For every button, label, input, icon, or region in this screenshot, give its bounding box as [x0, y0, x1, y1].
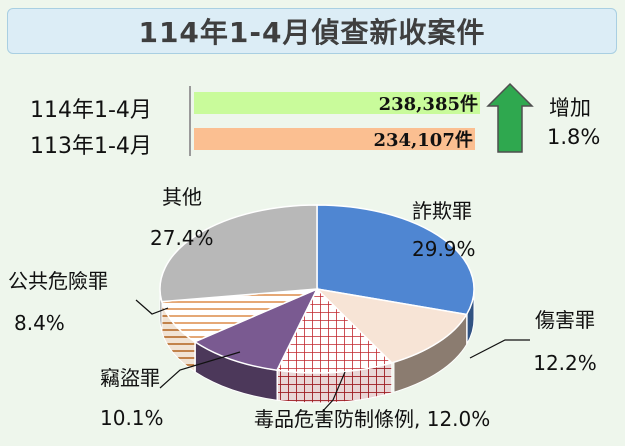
comparison-axis	[189, 86, 191, 156]
pie-slice-詐欺罪	[316, 204, 475, 316]
slice-value-詐欺罪: 29.9%	[412, 237, 476, 261]
pie-slice-傷害罪	[314, 287, 468, 364]
slice-value-公共危險罪: 8.4%	[14, 311, 65, 335]
pie-slice-毒品危害防制條例	[275, 287, 394, 374]
pie-slice-竊盜罪	[193, 287, 319, 372]
leader-line-竊盜罪	[159, 351, 241, 389]
comparison-bar-2024: 234,107件	[194, 128, 475, 151]
up-arrow-icon	[486, 82, 534, 153]
growth-label: 增加	[549, 96, 591, 120]
comparison-label-2024: 113年1-4月	[30, 134, 152, 159]
comparison-label-2025: 114年1-4月	[30, 98, 152, 123]
slice-value-傷害罪: 12.2%	[533, 351, 597, 375]
slice-value-其他: 27.4%	[150, 226, 214, 250]
slice-label-傷害罪: 傷害罪	[535, 308, 595, 332]
leader-line-公共危險罪	[135, 299, 169, 315]
comparison-bar-2025: 238,385件	[194, 92, 480, 115]
leader-line-毒品危害防制條例	[321, 371, 346, 413]
chart-title: 114年1-4月偵查新收案件	[7, 8, 617, 54]
growth-value: 1.8%	[547, 125, 601, 149]
slice-label-其他: 其他	[162, 185, 202, 209]
slice-value-竊盜罪: 10.1%	[100, 406, 164, 430]
slice-label-公共危險罪: 公共危險罪	[8, 269, 108, 293]
slice-label-詐欺罪: 詐欺罪	[412, 199, 472, 223]
slice-label-毒品危害防制條例: 毒品危害防制條例, 12.0%	[254, 407, 490, 431]
pie-slice-其他	[159, 204, 318, 303]
slice-label-竊盜罪: 竊盜罪	[100, 366, 160, 390]
leader-line-傷害罪	[469, 339, 530, 359]
